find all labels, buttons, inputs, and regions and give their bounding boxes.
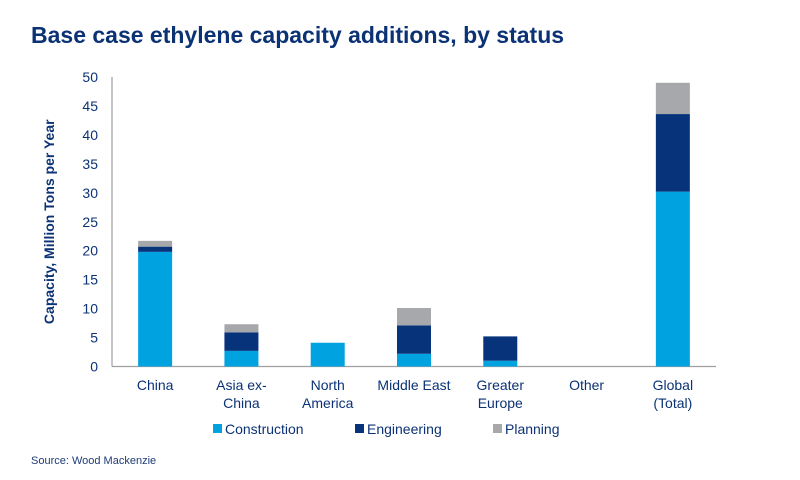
x-tick-label: North [311,377,345,393]
bar-engineering [483,336,518,361]
x-tick-label: Greater [477,377,525,393]
y-tick-label: 10 [82,301,98,317]
y-tick-label: 0 [90,359,98,375]
legend-label: Planning [505,421,560,437]
x-tick-label: Other [569,377,604,393]
bar-engineering [138,246,173,252]
legend-swatch-construction [213,424,222,433]
y-tick-label: 50 [82,69,98,85]
bar-planning [397,308,431,326]
bar-construction [310,342,345,367]
legend-label: Construction [225,421,304,437]
bar-engineering [224,332,259,351]
bar-engineering [655,114,690,192]
x-tick-label: (Total) [653,395,692,411]
y-tick-label: 40 [82,127,98,143]
chart-title: Base case ethylene capacity additions, b… [31,22,565,48]
legend-swatch-engineering [355,424,364,433]
legend-label: Engineering [367,421,442,437]
bar-construction [138,251,173,367]
x-tick-label: Global [653,377,693,393]
x-tick-label: America [302,395,354,411]
y-tick-label: 15 [82,272,98,288]
bar-construction [483,360,518,367]
bar-planning [224,324,259,333]
x-tick-label: Middle East [377,377,450,393]
y-tick-label: 35 [82,156,98,172]
x-tick-label: Asia ex- [216,377,267,393]
y-tick-label: 30 [82,185,98,201]
legend-swatch-planning [493,424,502,433]
x-tick-label: China [223,395,260,411]
y-tick-label: 25 [82,214,98,230]
bar-construction [655,191,690,367]
x-tick-label: China [137,377,174,393]
bar-construction [224,350,259,367]
y-axis-label: Capacity, Million Tons per Year [41,119,57,324]
y-tick-label: 5 [90,330,98,346]
x-tick-label: Europe [478,395,523,411]
source-note: Source: Wood Mackenzie [31,455,157,467]
bar-planning [655,82,690,115]
bar-construction [397,353,431,367]
bar-planning [138,240,173,247]
y-tick-label: 20 [82,243,98,259]
bar-engineering [397,325,431,354]
y-tick-label: 45 [82,98,98,114]
